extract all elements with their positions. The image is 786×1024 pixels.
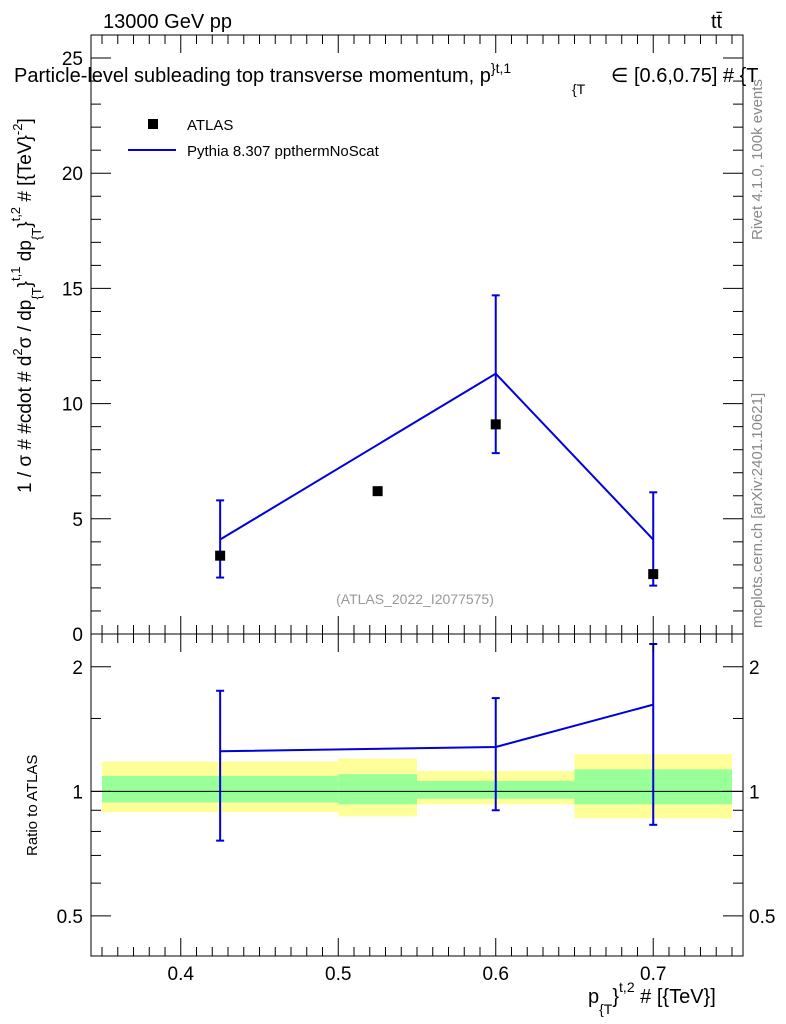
legend-atlas-label: ATLAS bbox=[187, 117, 233, 134]
x-axis-label: p{T}t,2 # [{TeV}] bbox=[588, 979, 716, 1017]
ratio-plot-panel: 0.5 0.5 1 1 2 2 0.4 0.5 0.6 0.7 Ratio to ATLAS p{… bbox=[24, 633, 775, 1017]
process-label: tt̄ bbox=[711, 11, 723, 33]
ratio-green-band bbox=[338, 774, 417, 805]
mcplots-label: mcplots.cern.ch [arXiv:2401.10621] bbox=[749, 393, 766, 628]
ratio-plot-frame bbox=[90, 633, 744, 957]
main-plot-data bbox=[215, 294, 659, 587]
ratio-y-tick-label-right: 0.5 bbox=[749, 907, 775, 928]
x-tick-label: 0.5 bbox=[325, 964, 351, 985]
x-tick-label: 0.6 bbox=[483, 964, 509, 985]
atlas-data-point bbox=[490, 419, 501, 430]
ratio-y-tick-label-right: 1 bbox=[749, 782, 760, 803]
main-y-tick-label: 15 bbox=[62, 279, 83, 300]
legend-pythia-label: Pythia 8.307 ppthermNoScat bbox=[187, 143, 380, 160]
main-y-axis-label: 1 / σ # #cdot # d2σ / dp{T}t,1 dp{T}t,2 … bbox=[8, 118, 44, 493]
ratio-pythia-line bbox=[220, 703, 654, 753]
plot-title-main: Particle-level subleading top transverse… bbox=[14, 65, 491, 87]
main-y-tick-label: 25 bbox=[62, 49, 83, 70]
atlas-data-point bbox=[215, 550, 226, 561]
ratio-y-axis-label: Ratio to ATLAS bbox=[24, 755, 41, 856]
atlas-data-point bbox=[372, 486, 383, 497]
main-y-tick-label: 20 bbox=[62, 164, 83, 185]
ratio-y-tick-label: 0.5 bbox=[57, 907, 83, 928]
x-tick-label: 0.4 bbox=[168, 964, 195, 985]
atlas-data-point bbox=[648, 569, 659, 580]
plot-title-sup: }t,1 bbox=[491, 60, 511, 76]
main-axis-ticks: 0 5 10 15 20 25 bbox=[62, 35, 743, 646]
ratio-y-tick-label-right: 2 bbox=[749, 658, 760, 679]
pythia-line bbox=[219, 372, 654, 541]
main-plot-panel: 0 5 10 15 20 25 (ATLAS_2022_I2077575) Particl… bbox=[8, 34, 759, 646]
main-y-tick-label: 5 bbox=[72, 510, 83, 531]
ratio-axis-ticks: 0.5 0.5 1 1 2 2 0.4 0.5 0.6 0.7 bbox=[57, 634, 775, 985]
ratio-y-tick-label: 2 bbox=[72, 658, 83, 679]
plot-title-sub: {T bbox=[572, 81, 586, 97]
legend-atlas-marker bbox=[148, 119, 158, 129]
x-tick-label: 0.7 bbox=[640, 964, 666, 985]
ratio-y-tick-label: 1 bbox=[72, 782, 83, 803]
plot-title-tail: ∈ [0.6,0.75] # {T bbox=[611, 65, 759, 87]
main-y-tick-label: 10 bbox=[62, 395, 83, 416]
rivet-label: Rivet 4.1.0, 100k events bbox=[749, 79, 766, 240]
main-y-tick-label: 0 bbox=[72, 625, 83, 646]
ratio-plot-data bbox=[91, 643, 743, 842]
plot-watermark: (ATLAS_2022_I2077575) bbox=[336, 591, 494, 607]
plot-title: Particle-level subleading top transverse… bbox=[14, 60, 759, 97]
legend: ATLAS Pythia 8.307 ppthermNoScat bbox=[128, 117, 380, 160]
energy-label: 13000 GeV pp bbox=[103, 11, 232, 33]
